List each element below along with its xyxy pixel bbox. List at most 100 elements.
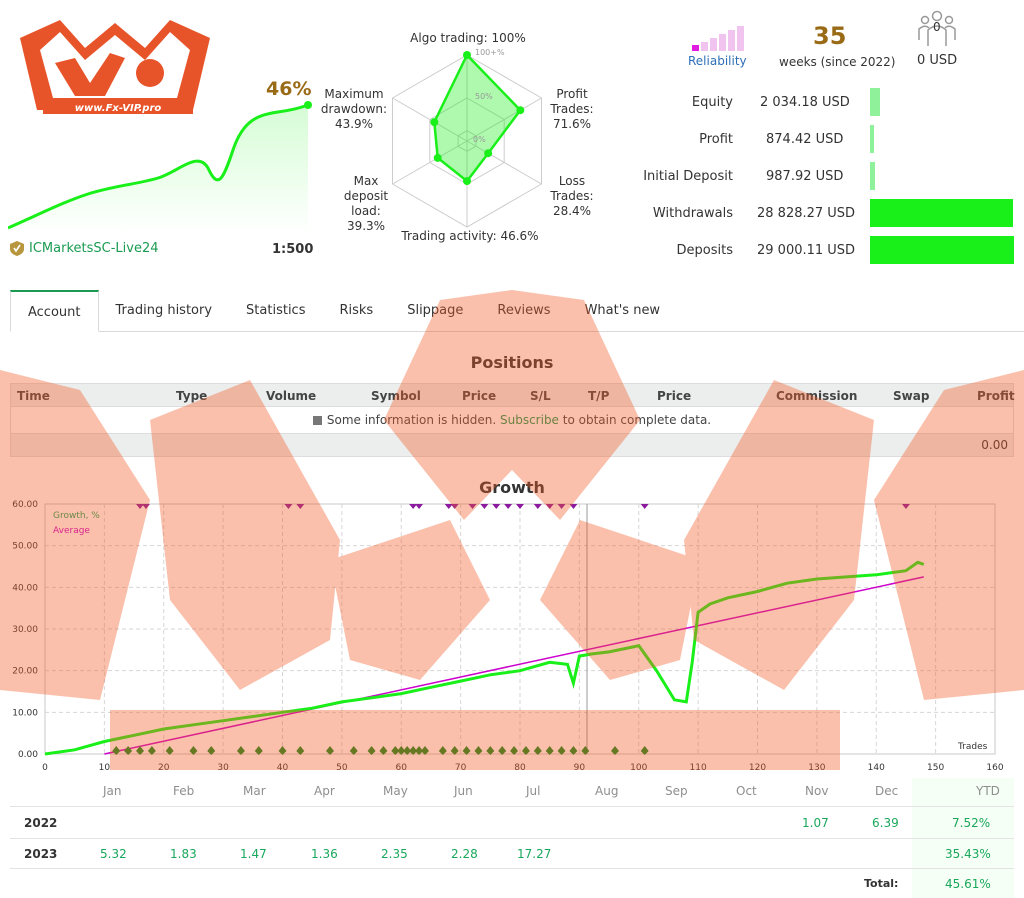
tab-whats-new[interactable]: What's new — [584, 303, 661, 318]
trade-marker — [581, 746, 590, 755]
subscribers-usd: 0 USD — [917, 53, 958, 68]
stat-bar-profit — [870, 125, 874, 153]
month-value: 1.47 — [240, 847, 267, 861]
col-profit[interactable]: Profit — [977, 389, 1015, 403]
month-sep: Sep — [665, 784, 688, 798]
year-row-2022: 2022 1.07 6.39 7.52% — [10, 807, 1014, 839]
yearly-table: Jan Feb Mar Apr May Jun Jul Aug Sep Oct … — [10, 778, 1014, 898]
trade-marker — [136, 746, 144, 755]
col-sl[interactable]: S/L — [530, 389, 551, 403]
y-tick-label: 10.00 — [12, 708, 38, 718]
stat-label-initial-deposit: Initial Deposit — [643, 169, 733, 184]
weeks-label: weeks (since 2022) — [779, 55, 896, 69]
deposit-marker — [557, 504, 566, 509]
trade-marker — [165, 746, 174, 755]
ytd-value: 7.52% — [952, 816, 991, 830]
month-oct: Oct — [736, 784, 757, 798]
subscribers-count: 0 — [933, 20, 941, 34]
total-label: Total: — [864, 877, 899, 890]
x-tick-label: 10 — [99, 763, 111, 773]
month-jul: Jul — [526, 784, 541, 798]
positions-table: Time Type Volume Symbol Price S/L T/P Pr… — [10, 383, 1015, 457]
subscribe-link[interactable]: Subscribe — [499, 413, 559, 427]
reliability-label[interactable]: Reliability — [688, 54, 747, 68]
trade-marker — [545, 746, 554, 755]
tab-slippage[interactable]: Slippage — [407, 303, 464, 318]
deposit-marker — [569, 504, 578, 509]
month-value: 6.39 — [872, 816, 899, 830]
tab-trading-history[interactable]: Trading history — [115, 303, 213, 318]
col-symbol[interactable]: Symbol — [371, 389, 421, 403]
ytd-value: 35.43% — [945, 847, 991, 861]
hidden-info-row: Some information is hidden. Subscribe to… — [10, 407, 1014, 433]
trade-marker — [397, 746, 406, 755]
radar-scale-mid: 50% — [475, 92, 493, 101]
reliability-bar — [710, 38, 717, 51]
trade-marker — [569, 746, 578, 755]
y-tick-label: 20.00 — [12, 667, 38, 677]
year-label: 2023 — [24, 847, 58, 861]
y-tick-label: 0.00 — [18, 750, 38, 760]
trade-marker — [403, 746, 412, 755]
reliability-bar — [719, 34, 726, 51]
col-swap[interactable]: Swap — [893, 389, 930, 403]
deposit-marker — [545, 504, 554, 509]
deposit-marker — [444, 504, 453, 509]
x-tick-label: 80 — [514, 763, 526, 773]
deposit-marker — [480, 504, 489, 509]
y-tick-label: 50.00 — [12, 542, 38, 552]
tab-risks[interactable]: Risks — [339, 303, 374, 318]
x-tick-label: 120 — [749, 763, 766, 773]
month-may: May — [383, 784, 408, 798]
tab-statistics[interactable]: Statistics — [246, 303, 306, 318]
month-value: 2.28 — [451, 847, 478, 861]
col-commission[interactable]: Commission — [776, 389, 858, 403]
trade-marker — [207, 746, 216, 755]
trade-marker — [438, 746, 447, 755]
tab-account[interactable]: Account — [10, 290, 99, 332]
radar-label-loss-trades: Loss Trades: 28.4% — [550, 174, 594, 218]
stat-value-initial-deposit: 987.92 USD — [766, 169, 844, 184]
stat-value-deposits: 29 000.11 USD — [757, 243, 856, 258]
radar-point — [516, 106, 525, 115]
trade-marker — [278, 746, 287, 755]
col-volume[interactable]: Volume — [266, 389, 317, 403]
trade-marker — [521, 746, 530, 755]
col-price-close[interactable]: Price — [657, 389, 692, 403]
ytd-header: YTD — [976, 784, 1000, 798]
x-tick-label: 100 — [630, 763, 647, 773]
col-tp[interactable]: T/P — [588, 389, 610, 403]
year-label: 2022 — [24, 816, 58, 830]
trade-marker — [326, 746, 334, 755]
month-mar: Mar — [243, 784, 266, 798]
month-value: 2.35 — [381, 847, 408, 861]
deposit-marker — [450, 504, 459, 509]
col-type[interactable]: Type — [176, 389, 208, 403]
logo-text: www.Fx-VIP.pro — [75, 103, 162, 114]
month-value: 1.07 — [802, 816, 829, 830]
radar-label-deposit-load: Max deposit load: 39.3% — [343, 174, 389, 233]
deposit-marker — [296, 504, 305, 509]
positions-header: Time Type Volume Symbol Price S/L T/P Pr… — [10, 383, 1015, 407]
trade-marker — [296, 746, 305, 755]
col-price[interactable]: Price — [462, 389, 497, 403]
x-tick-label: 50 — [336, 763, 348, 773]
reliability-bar — [701, 42, 708, 51]
shield-icon — [10, 241, 24, 256]
reliability-bars — [692, 26, 744, 51]
series-average-line — [104, 576, 924, 755]
month-value: 5.32 — [100, 847, 127, 861]
tab-reviews[interactable]: Reviews — [497, 303, 551, 318]
subscribers-icon — [918, 10, 956, 46]
col-time[interactable]: Time — [17, 389, 50, 403]
radar-label-algo: Algo trading: 100% — [410, 31, 526, 45]
radar-point — [463, 51, 471, 59]
broker-server[interactable]: ICMarketsSC-Live24 — [10, 241, 158, 256]
trade-marker — [450, 746, 459, 755]
stat-bar-equity — [870, 88, 880, 116]
hidden-info-suffix: to obtain complete data. — [562, 413, 712, 427]
trade-marker — [462, 746, 471, 755]
deposit-marker — [468, 504, 477, 509]
deposit-marker — [409, 504, 418, 509]
y-tick-label: 60.00 — [12, 500, 38, 510]
